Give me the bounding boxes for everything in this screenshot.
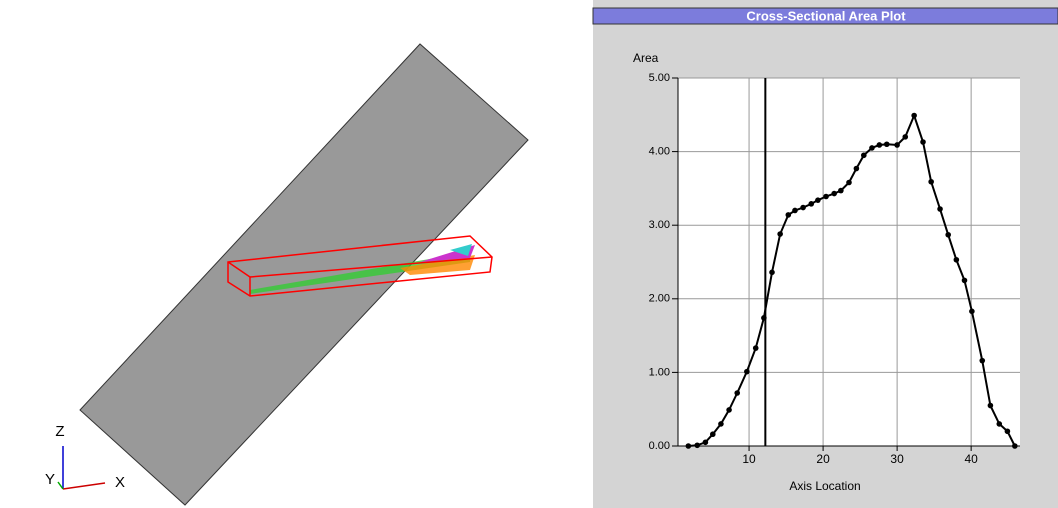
data-point — [902, 134, 908, 140]
data-point — [800, 205, 806, 211]
data-point — [734, 390, 740, 396]
data-point — [838, 188, 844, 194]
data-point — [928, 179, 934, 185]
data-point — [979, 358, 985, 364]
data-point — [884, 141, 890, 147]
data-point — [831, 191, 837, 197]
data-point — [823, 194, 829, 200]
screen: Z Y X Cross-Sectional Area Plot Area Axi… — [0, 0, 1058, 508]
data-point — [869, 145, 875, 151]
data-point — [969, 309, 975, 315]
y-tick-label: 2.00 — [649, 293, 670, 305]
data-point — [877, 142, 883, 148]
data-point — [753, 345, 759, 351]
y-tick-label: 3.00 — [649, 219, 670, 231]
y-tick-label: 1.00 — [649, 366, 670, 378]
data-point — [894, 142, 900, 148]
data-point — [769, 270, 775, 276]
data-point — [777, 231, 783, 237]
page: Z Y X Cross-Sectional Area Plot Area Axi… — [0, 0, 1058, 508]
data-point — [744, 369, 750, 375]
data-point — [761, 315, 767, 321]
data-point — [785, 212, 791, 218]
x-tick-label: 20 — [816, 452, 830, 466]
data-point — [710, 431, 716, 437]
y-axis-label: Area — [633, 51, 659, 65]
data-point — [937, 206, 943, 212]
data-point — [1012, 443, 1018, 449]
x-tick-label: 10 — [742, 452, 756, 466]
data-point — [808, 201, 814, 207]
y-tick-label: 5.00 — [649, 72, 670, 84]
data-point — [996, 421, 1002, 427]
plot-area — [678, 78, 1020, 446]
data-point — [694, 442, 700, 448]
data-point — [686, 443, 692, 449]
x-tick-label: 40 — [964, 452, 978, 466]
data-point — [718, 421, 724, 427]
data-point — [988, 403, 994, 409]
data-point — [726, 407, 732, 413]
data-point — [920, 139, 926, 145]
y-tick-label: 4.00 — [649, 146, 670, 158]
data-point — [861, 152, 867, 158]
data-point — [815, 197, 821, 203]
axis-label: Z — [55, 423, 64, 440]
data-point — [854, 166, 860, 172]
y-tick-label: 0.00 — [649, 440, 670, 452]
data-point — [911, 113, 917, 119]
data-point — [1005, 428, 1011, 434]
data-point — [703, 440, 709, 446]
data-point — [792, 208, 798, 214]
axis-label: X — [115, 474, 125, 491]
x-axis-label: Axis Location — [789, 479, 860, 493]
data-point — [954, 257, 960, 263]
axis-label: Y — [45, 471, 55, 488]
data-point — [962, 278, 968, 284]
x-tick-label: 30 — [890, 452, 904, 466]
data-point — [945, 232, 951, 238]
data-point — [846, 180, 852, 186]
chart-title: Cross-Sectional Area Plot — [746, 8, 906, 23]
